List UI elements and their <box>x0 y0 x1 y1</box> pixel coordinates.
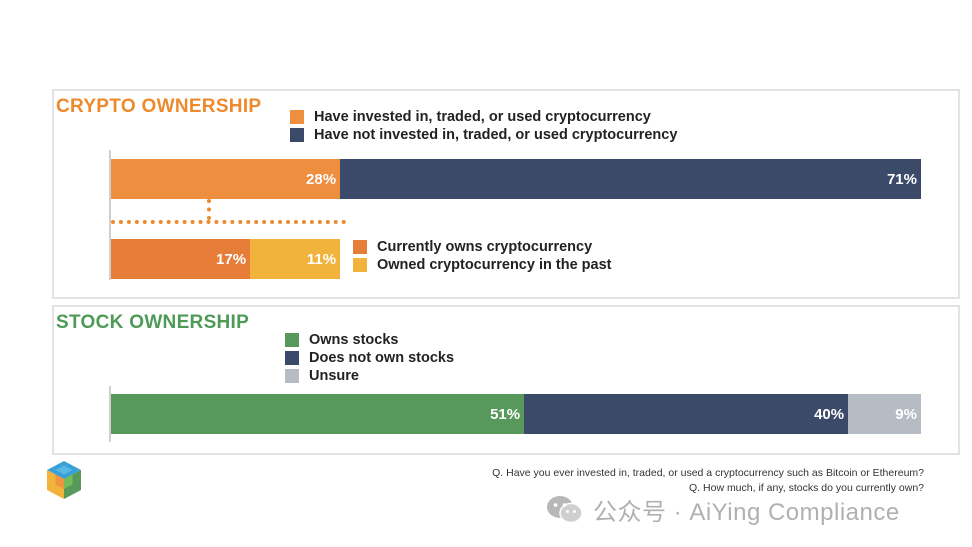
stock-bar-segment: 9% <box>848 394 921 434</box>
crypto-legend-item: Have not invested in, traded, or used cr… <box>290 126 677 144</box>
legend-swatch <box>290 110 304 124</box>
stock-bar-segment: 51% <box>111 394 525 434</box>
bar-value-label: 51% <box>490 405 521 423</box>
stock-ownership-bar: 51% 40% 9% <box>111 394 921 434</box>
breakdown-connector-horizontal <box>111 220 346 224</box>
legend-label: Does not own stocks <box>309 350 455 366</box>
bar-value-label: 17% <box>216 250 247 268</box>
legend-label: Owned cryptocurrency in the past <box>377 257 612 273</box>
legend-swatch <box>353 240 367 254</box>
stock-legend-item: Unsure <box>285 367 454 385</box>
legend-swatch <box>290 128 304 142</box>
legend-label: Owns stocks <box>309 332 399 348</box>
cube-logo-icon <box>47 461 81 499</box>
crypto-axis-baseline <box>109 150 111 280</box>
crypto-legend: Have invested in, traded, or used crypto… <box>290 108 677 144</box>
watermark-text: 公众号 · AiYing Compliance <box>593 499 900 526</box>
crypto-ownership-title: CRYPTO OWNERSHIP <box>56 96 262 117</box>
bar-value-label: 9% <box>895 405 917 423</box>
legend-swatch <box>285 351 299 365</box>
bar-value-label: 28% <box>306 170 337 188</box>
legend-label: Have not invested in, traded, or used cr… <box>314 127 678 143</box>
crypto-breakdown-legend-item: Currently owns cryptocurrency <box>353 238 611 256</box>
stock-bar-segment: 40% <box>524 394 849 434</box>
crypto-legend-item: Have invested in, traded, or used crypto… <box>290 108 677 126</box>
crypto-bar-segment: 28% <box>111 159 341 199</box>
legend-swatch <box>285 333 299 347</box>
stock-axis-baseline <box>109 386 111 442</box>
legend-label: Currently owns cryptocurrency <box>377 239 593 255</box>
crypto-breakdown-legend-item: Owned cryptocurrency in the past <box>353 256 611 274</box>
crypto-breakdown-bar-segment: 11% <box>250 239 341 279</box>
crypto-breakdown-bar: 17% 11% <box>111 239 341 279</box>
breakdown-connector-vertical <box>207 199 211 220</box>
crypto-sub-legend: Currently owns cryptocurrency Owned crypt… <box>353 238 611 274</box>
legend-label: Have invested in, traded, or used crypto… <box>314 109 651 125</box>
stock-legend: Owns stocks Does not own stocks Unsure <box>285 331 454 385</box>
bar-value-label: 40% <box>814 405 845 423</box>
crypto-ownership-bar: 28% 71% <box>111 159 921 199</box>
legend-swatch <box>353 258 367 272</box>
stock-legend-item: Owns stocks <box>285 331 454 349</box>
legend-label: Unsure <box>309 368 359 384</box>
bar-value-label: 71% <box>886 170 917 188</box>
stock-ownership-title: STOCK OWNERSHIP <box>56 312 250 333</box>
footnote-stock-question: Q. How much, if any, stocks do you curre… <box>689 482 924 494</box>
watermark: 公众号 · AiYing Compliance <box>545 492 900 527</box>
legend-swatch <box>285 369 299 383</box>
crypto-bar-segment: 71% <box>340 159 921 199</box>
bar-value-label: 11% <box>306 250 337 268</box>
wechat-icon <box>547 495 583 523</box>
footnote-crypto-question: Q. Have you ever invested in, traded, or… <box>492 467 924 479</box>
crypto-breakdown-bar-segment: 17% <box>111 239 251 279</box>
stock-legend-item: Does not own stocks <box>285 349 454 367</box>
